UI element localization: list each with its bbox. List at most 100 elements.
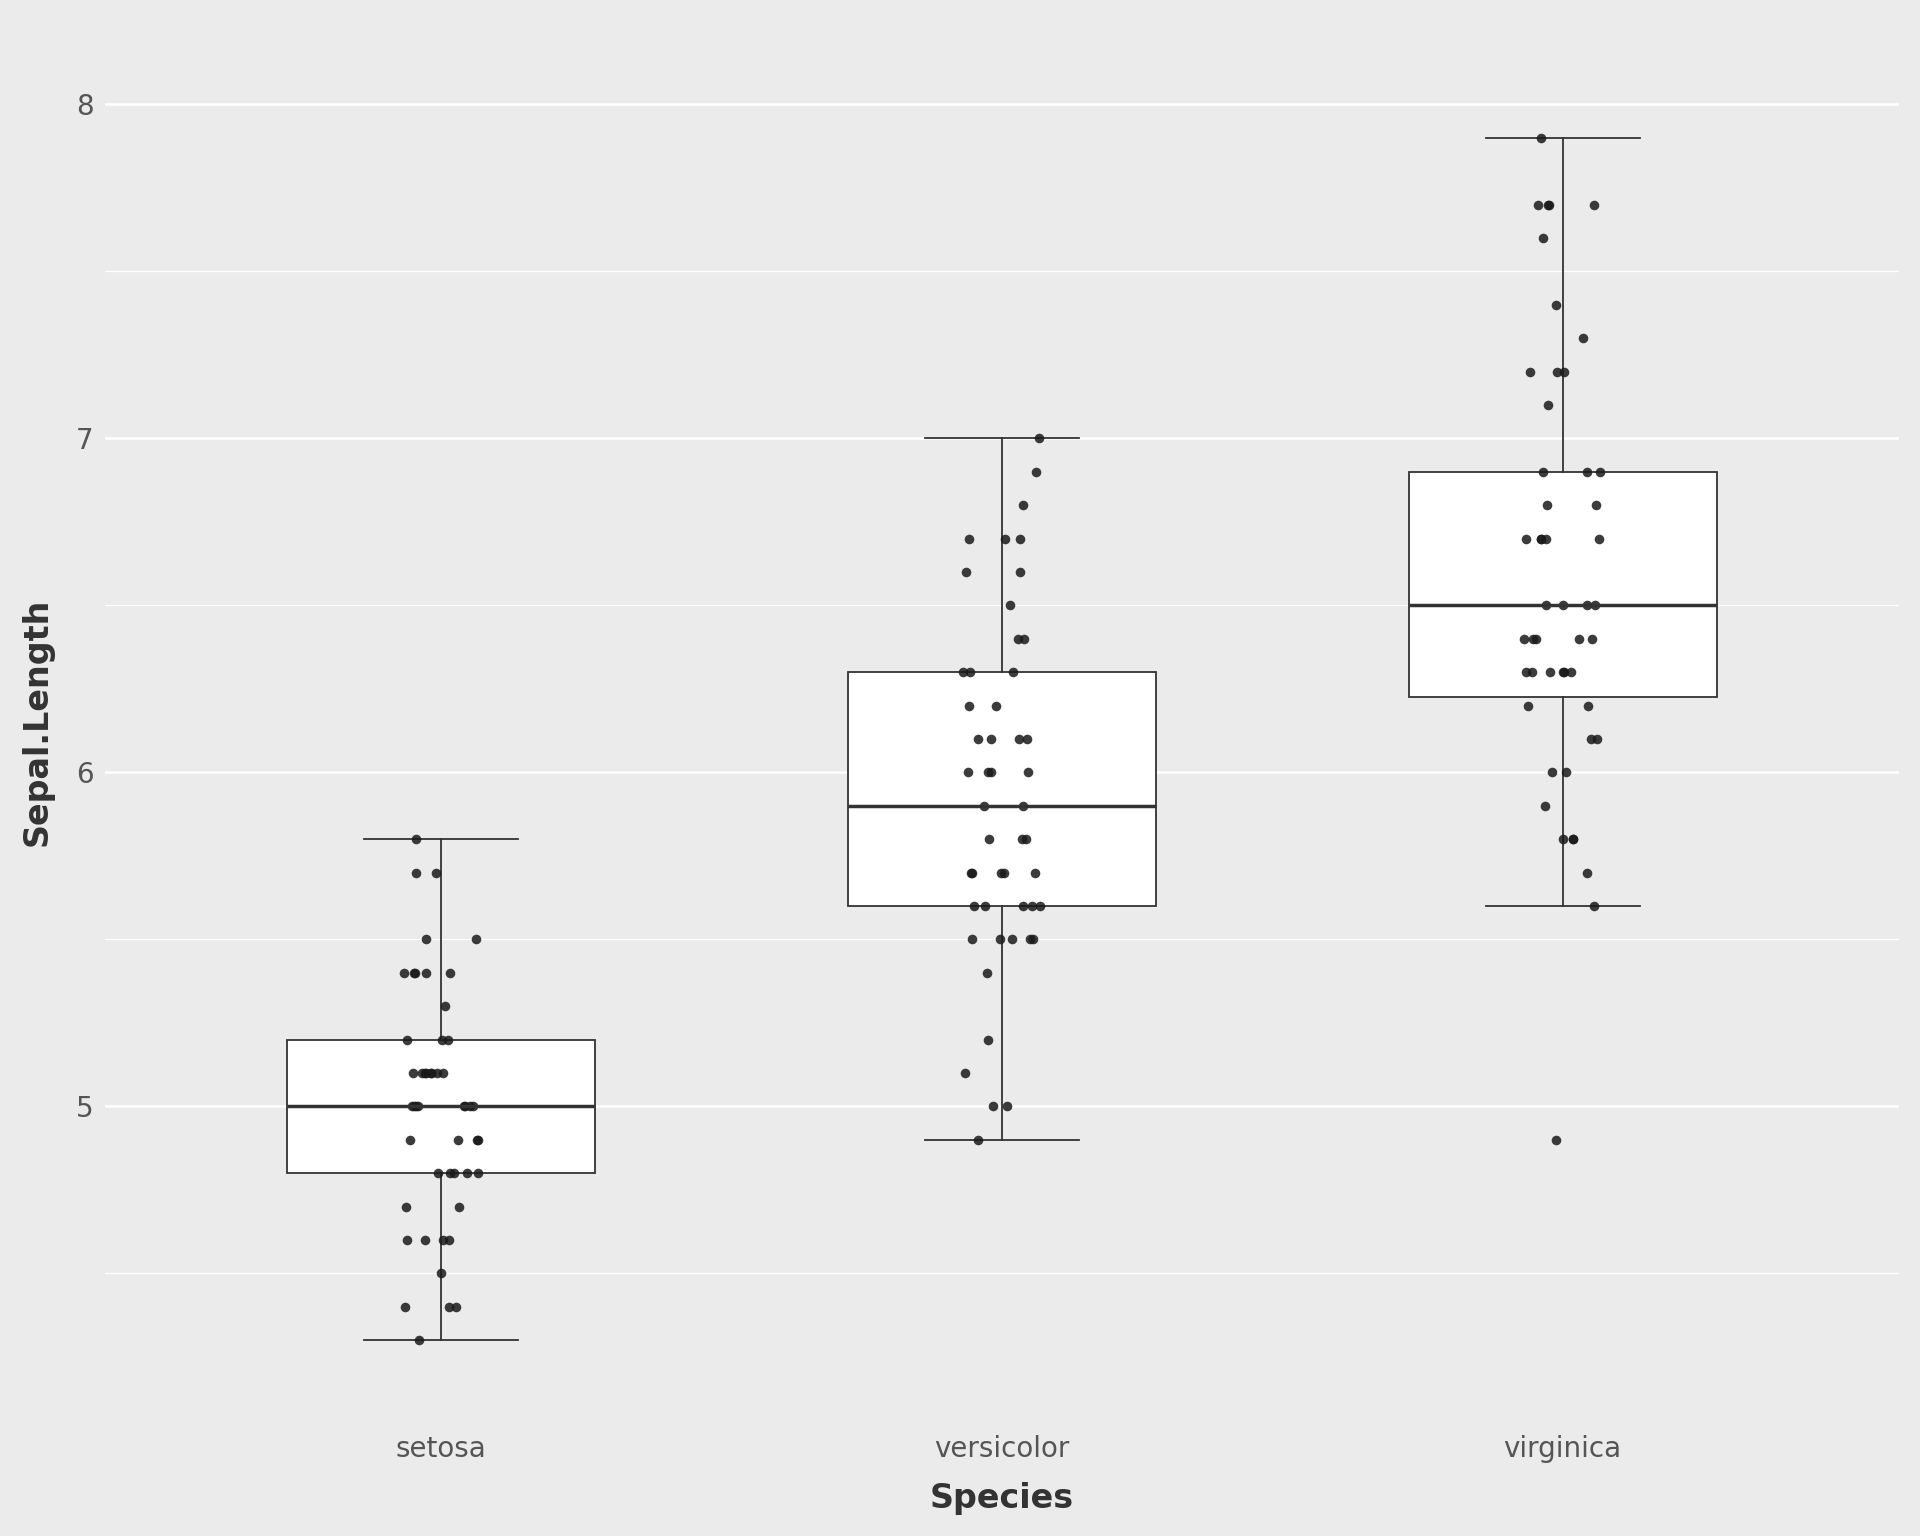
Point — [407, 1061, 438, 1086]
Point — [420, 860, 451, 885]
Point — [1532, 192, 1563, 217]
Point — [1008, 794, 1039, 819]
Point — [991, 527, 1021, 551]
Point — [434, 1028, 465, 1052]
Point — [1528, 459, 1559, 484]
Point — [1526, 126, 1557, 151]
Point — [1012, 760, 1043, 785]
Point — [1557, 826, 1588, 851]
Point — [1542, 359, 1572, 384]
Point — [1513, 693, 1544, 717]
Point — [1572, 693, 1603, 717]
Point — [1549, 660, 1580, 685]
Point — [1018, 928, 1048, 952]
Point — [956, 928, 987, 952]
Point — [1532, 393, 1563, 418]
Point — [434, 1227, 465, 1252]
Point — [1551, 760, 1582, 785]
Point — [455, 1094, 486, 1118]
Point — [1021, 459, 1052, 484]
Point — [430, 994, 461, 1018]
Point — [447, 1094, 478, 1118]
Point — [1526, 527, 1557, 551]
Point — [1548, 660, 1578, 685]
Point — [1020, 860, 1050, 885]
Point — [1008, 826, 1039, 851]
Point — [970, 794, 1000, 819]
Point — [409, 1061, 440, 1086]
Point — [1004, 727, 1035, 751]
Point — [426, 1028, 457, 1052]
Point — [1511, 660, 1542, 685]
Point — [463, 1161, 493, 1186]
Point — [411, 928, 442, 952]
Point — [987, 860, 1018, 885]
Point — [461, 928, 492, 952]
Point — [396, 1094, 426, 1118]
Point — [1580, 493, 1611, 518]
Point — [451, 1161, 482, 1186]
Point — [1004, 527, 1035, 551]
Point — [392, 1028, 422, 1052]
Point — [1576, 727, 1607, 751]
Point — [977, 1094, 1008, 1118]
Point — [422, 1161, 453, 1186]
Point — [1023, 425, 1054, 450]
Point — [981, 693, 1012, 717]
Point — [1576, 627, 1607, 651]
Point — [1511, 527, 1542, 551]
Point — [1509, 627, 1540, 651]
Point — [1572, 860, 1603, 885]
Point — [1526, 527, 1557, 551]
Point — [1016, 928, 1046, 952]
Point — [1517, 660, 1548, 685]
Point — [411, 1061, 442, 1086]
Point — [1584, 527, 1615, 551]
Point — [1571, 459, 1601, 484]
Point — [399, 960, 430, 985]
Point — [1528, 226, 1559, 250]
Point — [392, 1227, 422, 1252]
Point — [972, 960, 1002, 985]
Point — [397, 1061, 428, 1086]
Point — [390, 1193, 420, 1218]
Point — [952, 527, 983, 551]
Point — [1548, 593, 1578, 617]
Point — [970, 894, 1000, 919]
Point — [996, 928, 1027, 952]
Point — [417, 1061, 447, 1086]
Point — [958, 894, 989, 919]
Point — [964, 727, 995, 751]
Point — [1008, 493, 1039, 518]
Point — [954, 660, 985, 685]
Point — [1536, 760, 1567, 785]
Point — [444, 1193, 474, 1218]
Point — [1025, 894, 1056, 919]
Point — [996, 660, 1027, 685]
Point — [1580, 593, 1611, 617]
Point — [989, 860, 1020, 885]
Point — [1002, 627, 1033, 651]
Point — [394, 1127, 424, 1152]
Point — [401, 1094, 432, 1118]
Point — [1018, 894, 1048, 919]
Point — [1012, 727, 1043, 751]
Point — [1542, 292, 1572, 316]
Point — [956, 860, 987, 885]
Point — [1521, 627, 1551, 651]
Point — [1557, 826, 1588, 851]
Point — [409, 1227, 440, 1252]
Point — [461, 1127, 492, 1152]
Point — [975, 760, 1006, 785]
Point — [434, 1161, 465, 1186]
Point — [1584, 459, 1615, 484]
Point — [1578, 192, 1609, 217]
PathPatch shape — [1409, 472, 1716, 697]
Point — [975, 727, 1006, 751]
Point — [1571, 593, 1601, 617]
Point — [440, 1295, 470, 1319]
Point — [962, 1127, 993, 1152]
Point — [973, 760, 1004, 785]
Point — [428, 1061, 459, 1086]
Point — [973, 1028, 1004, 1052]
